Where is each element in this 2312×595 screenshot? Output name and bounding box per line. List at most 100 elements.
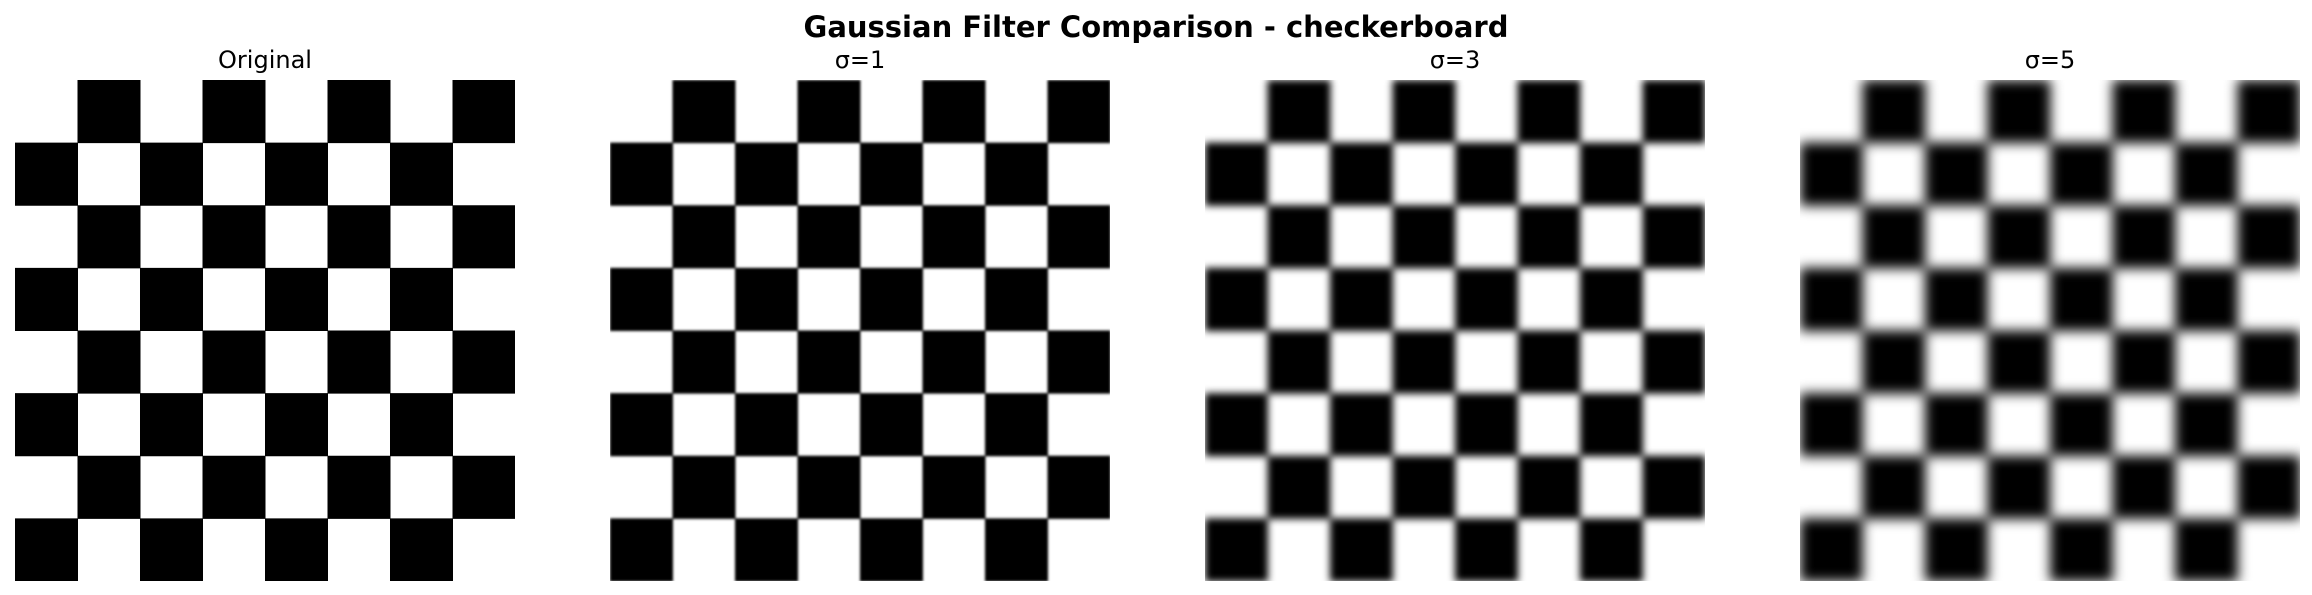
dark-square — [1925, 267, 1988, 331]
dark-square — [860, 393, 923, 457]
dark-square — [1392, 205, 1456, 269]
dark-square — [390, 518, 453, 581]
dark-square — [1642, 205, 1705, 269]
dark-square — [265, 267, 328, 331]
dark-square — [797, 80, 861, 144]
dark-square — [2237, 80, 2300, 144]
dark-square — [2237, 455, 2300, 519]
dark-square — [672, 80, 736, 144]
dark-square — [2112, 80, 2176, 144]
dark-square — [922, 205, 986, 269]
dark-square — [77, 330, 141, 394]
dark-square — [327, 330, 391, 394]
dark-square — [1330, 142, 1393, 206]
dark-square — [2175, 393, 2238, 457]
dark-square — [735, 267, 798, 331]
dark-square — [860, 267, 923, 331]
dark-square — [1987, 330, 2051, 394]
dark-square — [1862, 80, 1926, 144]
dark-square — [1925, 393, 1988, 457]
dark-square — [2237, 205, 2300, 269]
dark-square — [77, 80, 141, 144]
dark-square — [2175, 142, 2238, 206]
dark-square — [1642, 455, 1705, 519]
panel-title: σ=1 — [834, 46, 886, 74]
dark-square — [1455, 518, 1518, 581]
dark-square — [1800, 142, 1863, 206]
dark-square — [140, 267, 203, 331]
dark-square — [985, 518, 1048, 581]
dark-square — [1455, 142, 1518, 206]
dark-square — [1047, 330, 1110, 394]
dark-square — [452, 330, 515, 394]
dark-square — [1517, 455, 1581, 519]
dark-square — [1987, 455, 2051, 519]
dark-square — [2112, 330, 2176, 394]
dark-square — [2175, 267, 2238, 331]
checkerboard-image — [1205, 80, 1705, 581]
dark-square — [1987, 80, 2051, 144]
dark-square — [985, 393, 1048, 457]
dark-square — [1392, 80, 1456, 144]
panel-title: σ=3 — [1429, 46, 1481, 74]
dark-square — [452, 205, 515, 269]
dark-square — [985, 142, 1048, 206]
dark-square — [1517, 80, 1581, 144]
dark-square — [1205, 267, 1268, 331]
dark-square — [2112, 455, 2176, 519]
dark-square — [797, 330, 861, 394]
dark-square — [1455, 267, 1518, 331]
dark-square — [1987, 205, 2051, 269]
panel-original: Original — [15, 0, 515, 595]
dark-square — [1205, 142, 1268, 206]
checkerboard-grid — [610, 80, 1110, 581]
dark-square — [1862, 330, 1926, 394]
panel-sigma-1: σ=1 — [610, 0, 1110, 595]
dark-square — [15, 518, 78, 581]
dark-square — [1455, 393, 1518, 457]
dark-square — [202, 455, 266, 519]
dark-square — [2050, 267, 2113, 331]
dark-square — [797, 455, 861, 519]
dark-square — [452, 455, 515, 519]
dark-square — [1267, 205, 1331, 269]
dark-square — [140, 393, 203, 457]
dark-square — [922, 330, 986, 394]
dark-square — [202, 80, 266, 144]
dark-square — [610, 393, 673, 457]
dark-square — [797, 205, 861, 269]
dark-square — [1517, 330, 1581, 394]
dark-square — [327, 205, 391, 269]
dark-square — [1580, 142, 1643, 206]
dark-square — [1330, 393, 1393, 457]
dark-square — [610, 267, 673, 331]
checkerboard-image — [15, 80, 515, 581]
dark-square — [1267, 455, 1331, 519]
dark-square — [860, 518, 923, 581]
dark-square — [77, 205, 141, 269]
dark-square — [1580, 393, 1643, 457]
dark-square — [2112, 205, 2176, 269]
dark-square — [1267, 80, 1331, 144]
dark-square — [1925, 142, 1988, 206]
dark-square — [1205, 393, 1268, 457]
dark-square — [1800, 393, 1863, 457]
dark-square — [1580, 518, 1643, 581]
dark-square — [1047, 455, 1110, 519]
dark-square — [202, 330, 266, 394]
dark-square — [265, 393, 328, 457]
dark-square — [1862, 205, 1926, 269]
dark-square — [1330, 518, 1393, 581]
dark-square — [140, 518, 203, 581]
dark-square — [672, 205, 736, 269]
dark-square — [735, 518, 798, 581]
dark-square — [1925, 518, 1988, 581]
dark-square — [610, 518, 673, 581]
dark-square — [390, 142, 453, 206]
dark-square — [15, 393, 78, 457]
dark-square — [735, 142, 798, 206]
dark-square — [15, 142, 78, 206]
panel-sigma-5: σ=5 — [1800, 0, 2300, 595]
dark-square — [1205, 518, 1268, 581]
panel-title: σ=5 — [2024, 46, 2076, 74]
